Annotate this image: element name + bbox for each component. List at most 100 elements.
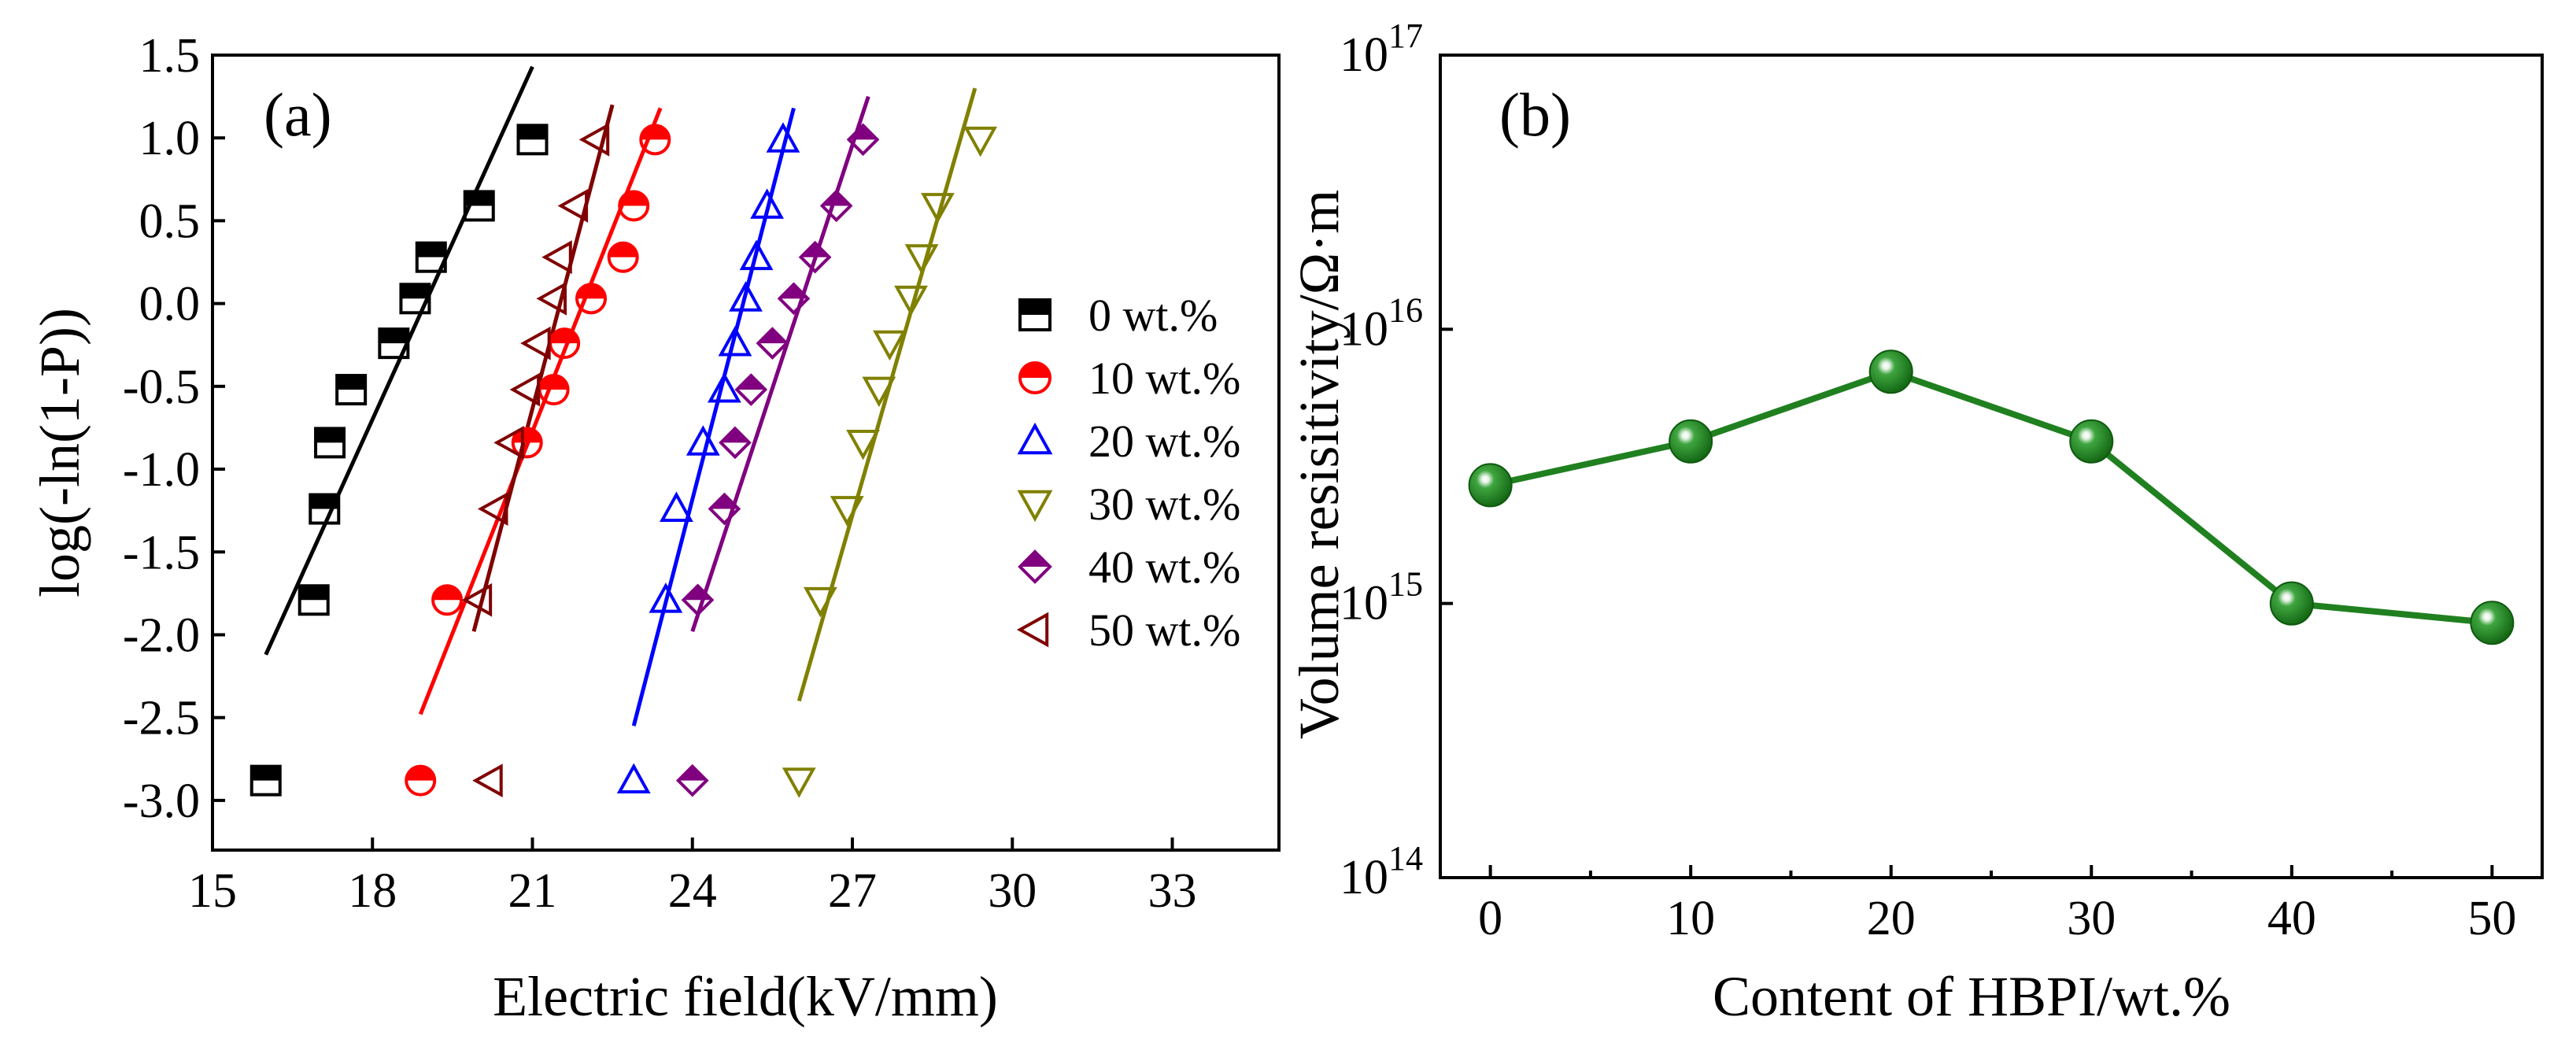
data-point-a [830, 496, 864, 527]
fit-line-a [264, 65, 534, 656]
data-point-a [708, 372, 741, 403]
x-tick-label-a: 21 [508, 864, 557, 918]
plot-frame-a [211, 54, 1281, 852]
data-point-a [819, 189, 853, 223]
data-point-a [309, 493, 341, 525]
y-tick-label-a: 1.5 [139, 29, 201, 83]
x-tick-label-b: 0 [1478, 892, 1502, 945]
data-point-a [463, 190, 495, 222]
data-point-a [1018, 361, 1051, 394]
data-point-a [862, 376, 896, 408]
data-point-a [675, 764, 709, 797]
data-point-a [1017, 422, 1053, 455]
data-point-a [846, 123, 880, 157]
data-point-a [750, 188, 784, 219]
data-point-a [557, 189, 589, 223]
data-point-a [894, 285, 928, 316]
data-point-a [516, 124, 549, 156]
y-axis-label-a: log(-ln(1-P)) [28, 308, 91, 597]
data-point-a [493, 425, 524, 460]
fit-lines-a [264, 65, 978, 727]
fit-line-a [471, 104, 615, 632]
data-point-b [1868, 349, 1913, 394]
y-tick-label-b: 1015 [1340, 565, 1423, 630]
data-point-a [541, 240, 572, 275]
plot-frame-b [1439, 54, 2544, 879]
data-point-a [249, 764, 282, 797]
data-point-a [575, 283, 608, 315]
data-point-a [686, 425, 720, 456]
legend-label-a: 40 wt.% [1088, 542, 1240, 593]
x-tick-label-a: 24 [668, 864, 717, 918]
y-axis-a: 1.5 1.0 0.5 0.0 -0.5 -1.0 -1.5 -2.0 -2.5 -3.0 [123, 29, 225, 828]
panel-b: 0 10 20 30 40 50 1017 1016 1015 1014 (b) Content… [1288, 17, 2544, 1028]
data-points-b [1468, 349, 2515, 645]
data-point-b [2269, 581, 2314, 626]
data-point-a [511, 427, 543, 459]
data-point-a [509, 372, 541, 407]
data-point-a [1018, 298, 1051, 331]
data-point-a [477, 492, 508, 526]
data-points-a [249, 122, 997, 798]
data-point-a [1018, 549, 1052, 584]
data-point-a [734, 373, 768, 406]
y-tick-label-a: 0.5 [139, 194, 201, 248]
data-point-a [782, 767, 816, 798]
data-point-a [472, 764, 503, 798]
series-line-b [1489, 368, 2493, 627]
data-point-a [803, 586, 837, 618]
data-point-a [904, 244, 939, 275]
data-point-a [921, 193, 955, 224]
data-point-a [873, 330, 907, 361]
data-point-b [2069, 419, 2114, 464]
series-line [1489, 368, 2493, 627]
panel-label-a: (a) [264, 80, 332, 149]
fit-line-a [690, 95, 870, 633]
y-axis-label-b: Volume resisitivity/Ω·m [1288, 190, 1351, 739]
data-point-a [536, 281, 567, 316]
data-point-a [660, 491, 693, 522]
data-point-a [578, 122, 610, 157]
data-point-a [719, 426, 752, 460]
data-point-a [616, 763, 651, 794]
data-point-a [649, 582, 683, 613]
x-axis-b: 0 10 20 30 40 50 [1478, 865, 2516, 945]
panel-label-b: (b) [1499, 80, 1571, 149]
data-point-a [335, 374, 368, 406]
y-tick-label-b: 1016 [1340, 290, 1423, 356]
legend-label-a: 50 wt.% [1088, 605, 1240, 656]
y-tick-label-a: -2.0 [123, 608, 200, 662]
data-point-a [618, 190, 650, 222]
fit-line-a [796, 87, 978, 702]
x-tick-label-a: 27 [828, 864, 877, 918]
data-point-a [756, 327, 789, 360]
x-tick-label-a: 15 [188, 864, 237, 918]
data-point-a [298, 584, 330, 616]
y-tick-label-b: 1014 [1340, 839, 1423, 904]
x-tick-label-a: 30 [988, 864, 1037, 918]
data-point-a [777, 282, 811, 316]
legend-label-a: 30 wt.% [1088, 479, 1240, 530]
data-point-a [520, 326, 551, 361]
x-axis-label-b: Content of HBPI/wt.% [1713, 965, 2230, 1028]
data-point-a [405, 764, 437, 797]
y-tick-label-a: -3.0 [123, 775, 200, 828]
x-tick-label-b: 20 [1867, 892, 1916, 945]
data-point-a [708, 492, 741, 526]
legend-label-a: 20 wt.% [1088, 416, 1240, 467]
x-tick-label-b: 30 [2067, 892, 2116, 945]
x-axis-a: 15 18 21 24 27 30 33 [188, 837, 1197, 918]
x-axis-label-a: Electric field(kV/mm) [493, 965, 998, 1028]
data-point-a [1017, 490, 1053, 523]
data-point-a [846, 429, 880, 460]
data-point-a [766, 122, 800, 153]
y-tick-label-a: -0.5 [123, 361, 200, 414]
data-point-a [798, 240, 832, 274]
data-point-a [1016, 612, 1049, 648]
y-tick-label-a: -1.5 [123, 526, 200, 579]
fit-line-a [631, 107, 796, 727]
y-tick-label-b: 1017 [1340, 17, 1423, 82]
data-point-a [729, 281, 763, 312]
data-point-a [718, 326, 752, 357]
